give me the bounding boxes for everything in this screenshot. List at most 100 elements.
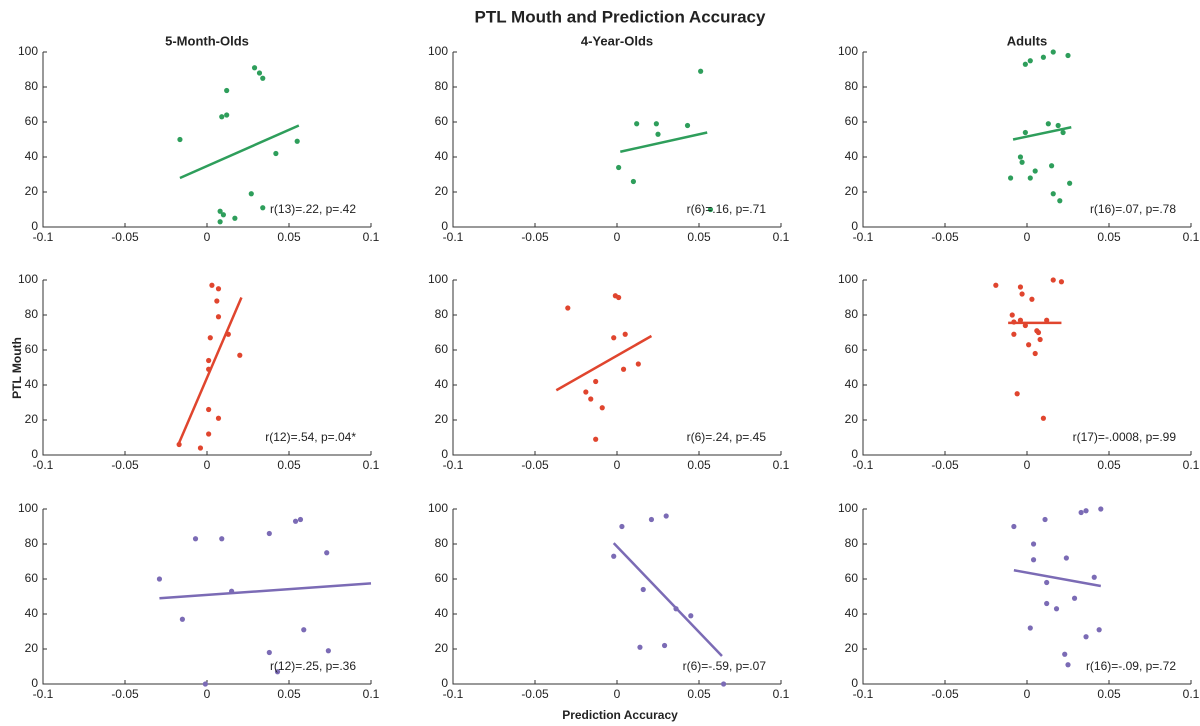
- fit-line: [555, 334, 653, 392]
- point: [1044, 579, 1050, 586]
- point: [1050, 277, 1056, 283]
- y-tick-label: 0: [851, 219, 858, 233]
- point: [583, 389, 589, 395]
- point: [1083, 634, 1089, 640]
- point: [273, 150, 279, 157]
- y-tick-label: 40: [25, 377, 39, 391]
- point: [622, 331, 628, 337]
- point: [1029, 296, 1035, 302]
- y-tick-label: 80: [435, 307, 449, 321]
- x-tick-label: 0.1: [773, 687, 790, 701]
- y-tick-label: 0: [31, 676, 38, 690]
- point: [721, 681, 727, 687]
- y-tick-label: 80: [845, 536, 859, 550]
- y-tick-label: 60: [435, 114, 449, 128]
- point: [237, 352, 243, 358]
- y-tick-label: 80: [25, 79, 39, 93]
- point: [266, 649, 272, 656]
- point: [1011, 523, 1017, 530]
- x-tick-label: 0.1: [773, 458, 790, 472]
- axis-line: [42, 52, 371, 228]
- y-tick-label: 60: [845, 571, 859, 585]
- point: [698, 68, 704, 74]
- point: [217, 208, 223, 214]
- y-tick-label: 100: [18, 501, 38, 515]
- x-tick-label: -0.1: [443, 230, 464, 244]
- point: [1049, 163, 1055, 169]
- x-tick-label: -0.1: [33, 230, 54, 244]
- y-tick-label: 60: [25, 114, 39, 128]
- point: [1017, 284, 1024, 290]
- x-tick-label: 0.1: [363, 230, 380, 244]
- point: [640, 586, 646, 593]
- y-tick-label: 0: [31, 219, 38, 233]
- y-tick-label: 0: [441, 219, 448, 233]
- point: [207, 335, 213, 341]
- fit-line: [1013, 569, 1102, 588]
- y-tick-label: 80: [25, 307, 39, 321]
- stat-annotation: r(17)=-.0008, p=.99: [1073, 430, 1177, 444]
- point: [1067, 180, 1073, 186]
- point: [993, 282, 999, 288]
- point: [616, 294, 622, 301]
- point: [260, 75, 266, 81]
- point: [1026, 342, 1032, 348]
- point: [1022, 61, 1028, 67]
- x-tick-label: -0.05: [521, 458, 549, 472]
- point: [1053, 606, 1060, 612]
- fit-line: [1012, 126, 1072, 141]
- point: [224, 112, 230, 118]
- x-axis-label: Prediction Accuracy: [562, 708, 678, 722]
- x-tick-label: 0.05: [277, 687, 301, 701]
- y-tick-label: 100: [428, 272, 448, 286]
- y-tick-label: 40: [25, 149, 39, 163]
- x-tick-label: 0.1: [1183, 458, 1200, 472]
- point: [1030, 557, 1037, 563]
- point: [1071, 595, 1078, 601]
- point: [176, 441, 182, 448]
- panel-title: 4-Year-Olds: [581, 33, 653, 48]
- x-tick-label: 0.05: [277, 458, 301, 472]
- stat-annotation: r(16)=-.09, p=.72: [1086, 659, 1176, 673]
- point: [1065, 52, 1071, 59]
- point: [1017, 317, 1024, 323]
- point: [294, 138, 300, 144]
- y-tick-label: 0: [851, 676, 858, 690]
- point: [206, 406, 212, 413]
- point: [619, 523, 625, 530]
- y-tick-label: 20: [845, 641, 859, 655]
- point: [684, 122, 691, 129]
- x-tick-label: 0.05: [687, 458, 711, 472]
- y-tick-label: 60: [25, 571, 39, 585]
- stat-annotation: r(6)=-.59, p=.07: [683, 659, 767, 673]
- point: [1009, 312, 1015, 318]
- point: [630, 178, 637, 185]
- point: [1030, 541, 1037, 547]
- stat-annotation: r(13)=.22, p=.42: [270, 202, 356, 216]
- y-tick-label: 40: [435, 149, 449, 163]
- point: [274, 669, 281, 675]
- point: [324, 550, 330, 556]
- y-tick-label: 80: [845, 307, 859, 321]
- y-tick-label: 0: [851, 447, 858, 461]
- point: [688, 613, 694, 619]
- point: [593, 436, 599, 442]
- x-tick-label: 0.1: [363, 458, 380, 472]
- x-tick-label: 0: [1024, 230, 1031, 244]
- x-tick-label: 0: [204, 230, 211, 244]
- x-tick-label: 0.1: [1183, 230, 1200, 244]
- y-tick-label: 20: [435, 641, 449, 655]
- point: [217, 219, 223, 225]
- x-tick-label: -0.1: [853, 458, 874, 472]
- x-tick-label: -0.1: [33, 687, 54, 701]
- point: [197, 445, 204, 451]
- y-tick-label: 100: [428, 501, 448, 515]
- x-tick-label: 0.05: [1097, 230, 1121, 244]
- point: [266, 530, 272, 537]
- y-tick-label: 40: [435, 377, 449, 391]
- x-tick-label: 0: [1024, 687, 1031, 701]
- point: [215, 286, 222, 292]
- point: [655, 131, 661, 137]
- point: [1011, 331, 1017, 337]
- point: [301, 627, 307, 633]
